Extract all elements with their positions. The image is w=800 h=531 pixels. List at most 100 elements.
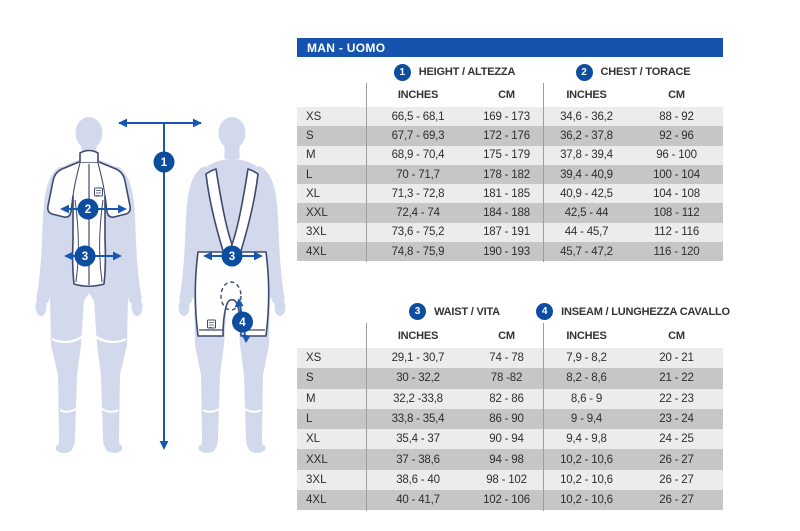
measurement-value: 35,4 - 37 xyxy=(396,433,440,446)
table-marker-4-badge: 4 xyxy=(536,303,554,320)
measurement-value: 94 - 98 xyxy=(489,453,524,466)
group-label-height: HEIGHT / ALTEZZA xyxy=(418,66,516,78)
size-label: XL xyxy=(306,433,321,446)
unit-header: CM xyxy=(498,329,515,342)
measurement-value: 74,8 - 75,9 xyxy=(391,245,445,258)
measurement-value: 172 - 176 xyxy=(483,129,530,142)
bib-strap-left xyxy=(205,168,235,255)
measurement-value: 74 - 78 xyxy=(489,352,524,365)
table2-unit-row: INCHES CM INCHES CM xyxy=(297,323,723,348)
size-label: XS xyxy=(306,352,322,365)
size-label: XXL xyxy=(306,453,328,466)
measurement-value: 108 - 112 xyxy=(653,207,700,220)
measurement-value: 36,2 - 37,8 xyxy=(560,129,613,142)
unit-header: CM xyxy=(498,89,515,101)
size-row: L 70 - 71,7 178 - 182 39,4 - 40,9 100 - 104 xyxy=(297,164,723,185)
size-row: XL 71,3 - 72,8 181 - 185 40,9 - 42,5 104 - 1… xyxy=(297,184,723,204)
size-row: XS 66,5 - 68,1 169 - 173 34,6 - 36,2 88 - 92 xyxy=(297,107,723,127)
group-title-inseam: 4 INSEAM / LUNGHEZZA CAVALLO xyxy=(536,303,730,320)
measurement-value: 21 - 22 xyxy=(659,372,694,385)
measurement-value: 190 - 193 xyxy=(483,245,530,258)
group-title-chest: 2 CHEST / TORACE xyxy=(543,63,723,81)
height-arrow xyxy=(118,118,202,450)
measurement-value: 68,9 - 70,4 xyxy=(391,149,445,162)
measurement-value: 23 - 24 xyxy=(659,413,694,426)
marker-2-number: 2 xyxy=(85,204,91,216)
table-marker-3-badge: 3 xyxy=(409,303,427,320)
size-label: 4XL xyxy=(306,245,327,258)
size-row: XXL 37 - 38,6 94 - 98 10,2 - 10,6 26 - 27 xyxy=(297,449,723,470)
size-label: 4XL xyxy=(306,494,327,507)
table2-rows: XS 29,1 - 30,7 74 - 78 7,9 - 8,2 20 - 21 S 30 … xyxy=(297,348,723,511)
bib-strap-right xyxy=(229,168,259,255)
measurement-value: 71,3 - 72,8 xyxy=(391,187,445,200)
group-title-waist: 3 WAIST / VITA xyxy=(366,303,543,320)
measurement-value: 7,9 - 8,2 xyxy=(566,352,607,365)
group-label-inseam: INSEAM / LUNGHEZZA CAVALLO xyxy=(561,305,730,318)
chamois-dashed-outline xyxy=(220,281,242,311)
measurement-value: 78 -82 xyxy=(490,372,523,385)
measurement-value: 8,2 - 8,6 xyxy=(566,372,607,385)
table1-rows: XS 66,5 - 68,1 169 - 173 34,6 - 36,2 88 - 92… xyxy=(297,107,723,262)
group-title-height: 1 HEIGHT / ALTEZZA xyxy=(366,63,543,81)
size-row: XL 35,4 - 37 90 - 94 9,4 - 9,8 24 - 25 xyxy=(297,429,723,450)
jersey-collar xyxy=(79,149,99,162)
measurement-value: 30 - 32,2 xyxy=(396,372,440,385)
measurement-value: 66,5 - 68,1 xyxy=(391,110,445,123)
measurement-value: 26 - 27 xyxy=(659,473,694,486)
chart-title-bar: MAN - UOMO xyxy=(297,38,723,57)
measurement-value: 38,6 - 40 xyxy=(396,473,440,486)
measurement-value: 116 - 120 xyxy=(653,245,700,258)
measurement-value: 102 - 106 xyxy=(483,494,530,507)
table1-unit-row: INCHES CM INCHES CM xyxy=(297,83,723,107)
size-row: S 67,7 - 69,3 172 - 176 36,2 - 37,8 92 - 96 xyxy=(297,126,723,146)
measurement-value: 45,7 - 47,2 xyxy=(560,245,613,258)
measurement-value: 82 - 86 xyxy=(489,392,524,405)
marker-3b-number: 3 xyxy=(229,251,235,263)
shorts-logo xyxy=(207,319,216,329)
measurement-value: 32,2 -33,8 xyxy=(393,392,443,405)
group-label-waist: WAIST / VITA xyxy=(434,305,500,318)
measurement-value: 175 - 179 xyxy=(483,149,530,162)
marker-2-circle: 2 xyxy=(77,198,99,220)
size-label: M xyxy=(306,149,316,162)
size-row: M 68,9 - 70,4 175 - 179 37,8 - 39,4 96 - 100 xyxy=(297,145,723,165)
jersey-graphic xyxy=(46,149,132,288)
measurement-value: 90 - 94 xyxy=(489,433,524,446)
marker-3-number: 3 xyxy=(82,251,88,263)
measurement-value: 40,9 - 42,5 xyxy=(560,187,613,200)
measurement-value: 34,6 - 36,2 xyxy=(560,110,613,123)
marker-3-circle-shorts: 3 xyxy=(221,245,243,267)
size-row: XXL 72,4 - 74 184 - 188 42,5 - 44 108 - 112 xyxy=(297,203,723,223)
size-row: L 33,8 - 35,4 86 - 90 9 - 9,4 23 - 24 xyxy=(297,408,723,430)
measurement-value: 39,4 - 40,9 xyxy=(560,168,613,181)
measurement-value: 33,8 - 35,4 xyxy=(391,413,445,426)
size-table-waist-inseam: 3 WAIST / VITA 4 INSEAM / LUNGHEZZA CAVA… xyxy=(297,300,730,511)
marker-1-number: 1 xyxy=(161,157,168,169)
measurement-value: 40 - 41,7 xyxy=(396,494,440,507)
marker-4-number: 4 xyxy=(239,317,246,329)
measurement-value: 26 - 27 xyxy=(659,453,694,466)
size-label: M xyxy=(306,392,316,405)
table1-title-row: 1 HEIGHT / ALTEZZA 2 CHEST / TORACE xyxy=(297,61,723,83)
size-label: S xyxy=(306,129,314,142)
unit-header: INCHES xyxy=(397,89,439,101)
measurement-value: 9 - 9,4 xyxy=(570,413,603,426)
measurement-value: 187 - 191 xyxy=(483,226,530,239)
size-label: 3XL xyxy=(306,473,327,486)
measurement-value: 72,4 - 74 xyxy=(396,207,440,220)
size-row: 4XL 40 - 41,7 102 - 106 10,2 - 10,6 26 - 27 xyxy=(297,490,723,511)
measurement-value: 67,7 - 69,3 xyxy=(391,129,445,142)
size-label: XL xyxy=(306,187,321,200)
measurement-value: 98 - 102 xyxy=(486,473,527,486)
table-marker-1-badge: 1 xyxy=(393,63,411,81)
size-row: 4XL 74,8 - 75,9 190 - 193 45,7 - 47,2 116 - … xyxy=(297,242,723,262)
measurement-value: 22 - 23 xyxy=(659,392,694,405)
size-row: XS 29,1 - 30,7 74 - 78 7,9 - 8,2 20 - 21 xyxy=(297,348,723,369)
measurement-value: 10,2 - 10,6 xyxy=(560,494,613,507)
group-label-chest: CHEST / TORACE xyxy=(600,66,691,78)
column-separator xyxy=(543,323,544,511)
measurement-value: 184 - 188 xyxy=(483,207,530,220)
jersey-logo xyxy=(94,187,103,197)
